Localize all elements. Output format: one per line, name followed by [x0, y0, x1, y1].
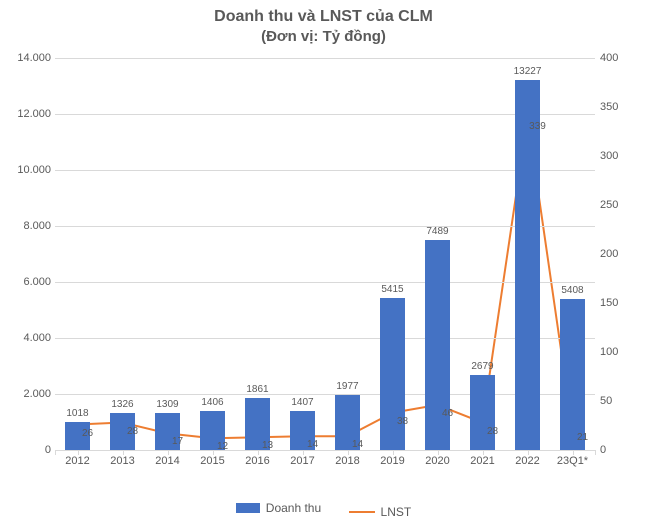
legend-label-bars: Doanh thu: [266, 501, 321, 515]
x-tick-label: 2021: [470, 455, 494, 467]
chart-title-block: Doanh thu và LNST của CLM (Đơn vị: Tỷ đồ…: [0, 8, 647, 45]
bar: [515, 80, 540, 450]
y-right-tick-label: 0: [600, 444, 640, 456]
x-tick-label: 2012: [65, 455, 89, 467]
gridline: [55, 170, 595, 171]
y-right-tick-label: 350: [600, 101, 640, 113]
line-value-label: 13: [262, 440, 273, 451]
y-left-tick-label: 2.000: [6, 388, 51, 400]
bar-value-label: 1326: [111, 399, 133, 410]
bar: [560, 299, 585, 450]
y-left-tick-label: 8.000: [6, 220, 51, 232]
line-value-label: 28: [487, 426, 498, 437]
y-left-tick-label: 14.000: [6, 52, 51, 64]
x-tick-label: 2022: [515, 455, 539, 467]
legend: Doanh thu LNST: [0, 501, 647, 519]
x-tick-label: 2015: [200, 455, 224, 467]
y-right-tick-label: 400: [600, 52, 640, 64]
bar: [380, 298, 405, 450]
bar-value-label: 5408: [561, 285, 583, 296]
y-left-tick-label: 10.000: [6, 164, 51, 176]
y-left-tick-label: 4.000: [6, 332, 51, 344]
y-right-tick-label: 150: [600, 297, 640, 309]
y-left-tick-label: 6.000: [6, 276, 51, 288]
line-value-label: 12: [217, 441, 228, 452]
x-tick-label: 2020: [425, 455, 449, 467]
gridline: [55, 338, 595, 339]
line-value-label: 38: [397, 416, 408, 427]
y-right-tick-label: 50: [600, 395, 640, 407]
y-right-tick-label: 100: [600, 346, 640, 358]
x-tick: [55, 450, 56, 455]
x-tick-label: 2014: [155, 455, 179, 467]
y-left-tick-label: 0: [6, 444, 51, 456]
x-tick-label: 2013: [110, 455, 134, 467]
bar-value-label: 5415: [381, 284, 403, 295]
legend-item-bars: Doanh thu: [236, 501, 321, 515]
x-tick-label: 2019: [380, 455, 404, 467]
line-series: [55, 58, 595, 450]
line-value-label: 21: [577, 432, 588, 443]
bar-value-label: 1406: [201, 397, 223, 408]
line-value-label: 28: [127, 426, 138, 437]
x-tick: [595, 450, 596, 455]
gridline: [55, 114, 595, 115]
x-tick-label: 2016: [245, 455, 269, 467]
legend-swatch-line: [349, 511, 375, 513]
y-left-tick-label: 12.000: [6, 108, 51, 120]
x-tick-label: 2017: [290, 455, 314, 467]
plot-area: 1018 26 1326 28 1309 17 1406 12 1861 13 1407 14 1977…: [55, 58, 595, 450]
gridline: [55, 282, 595, 283]
y-right-tick-label: 300: [600, 150, 640, 162]
y-right-tick-label: 250: [600, 199, 640, 211]
line-value-label: 46: [442, 408, 453, 419]
gridline: [55, 58, 595, 59]
chart-title: Doanh thu và LNST của CLM: [0, 8, 647, 26]
line-value-label: 339: [529, 121, 546, 132]
bar-value-label: 1861: [246, 384, 268, 395]
line-path: [78, 118, 573, 438]
revenue-profit-chart: Doanh thu và LNST của CLM (Đơn vị: Tỷ đồ…: [0, 0, 647, 527]
bar-value-label: 1407: [291, 397, 313, 408]
x-tick-label: 23Q1*: [557, 455, 588, 467]
line-value-label: 17: [172, 436, 183, 447]
bar: [470, 375, 495, 450]
gridline: [55, 450, 595, 451]
chart-subtitle: (Đơn vị: Tỷ đồng): [0, 28, 647, 45]
line-value-label: 14: [352, 439, 363, 450]
bar-value-label: 7489: [426, 226, 448, 237]
bar-value-label: 1309: [156, 399, 178, 410]
bar-value-label: 1977: [336, 381, 358, 392]
gridline: [55, 226, 595, 227]
legend-swatch-bar: [236, 503, 260, 513]
line-value-label: 14: [307, 439, 318, 450]
bar-value-label: 2679: [471, 361, 493, 372]
line-value-label: 26: [82, 428, 93, 439]
y-right-tick-label: 200: [600, 248, 640, 260]
bar-value-label: 1018: [66, 408, 88, 419]
x-tick-label: 2018: [335, 455, 359, 467]
gridline: [55, 394, 595, 395]
legend-item-line: LNST: [349, 505, 412, 519]
bar-value-label: 13227: [514, 66, 542, 77]
legend-label-line: LNST: [381, 505, 412, 519]
